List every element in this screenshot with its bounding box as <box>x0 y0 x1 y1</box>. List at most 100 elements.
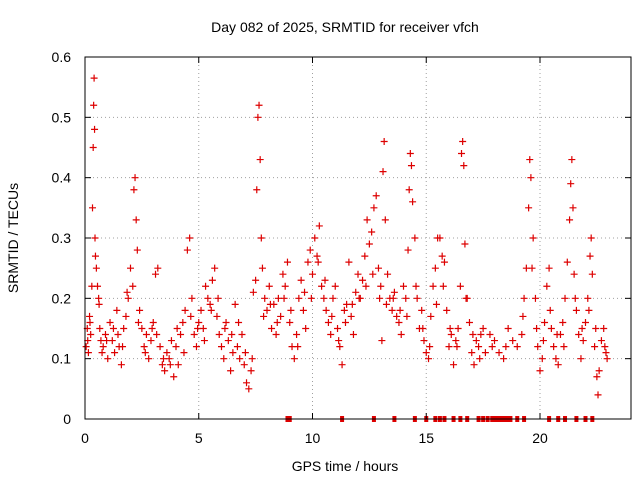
data-point <box>195 318 203 326</box>
data-point <box>427 312 435 320</box>
data-point <box>173 325 181 332</box>
data-point <box>336 343 344 351</box>
data-point <box>114 331 122 339</box>
data-point <box>520 294 528 302</box>
data-point <box>402 294 410 302</box>
data-point <box>248 355 256 363</box>
y-tick-label: 0.3 <box>52 230 72 246</box>
data-point <box>109 325 117 332</box>
data-point <box>440 258 448 266</box>
data-point <box>406 150 414 158</box>
data-point <box>600 325 608 332</box>
data-point <box>450 361 458 369</box>
y-tick-label: 0.4 <box>52 170 72 186</box>
data-point <box>133 246 141 254</box>
data-point <box>117 361 125 369</box>
data-point <box>140 343 148 351</box>
data-point <box>545 264 553 272</box>
data-point <box>368 228 376 236</box>
data-point <box>315 222 323 230</box>
data-point <box>86 318 94 326</box>
data-point <box>462 294 470 302</box>
y-axis-label: SRMTID / TECUs <box>5 183 21 293</box>
data-point <box>222 318 230 326</box>
data-point <box>536 367 544 375</box>
data-point <box>129 282 137 290</box>
data-point <box>92 264 100 272</box>
y-tick-label: 0.2 <box>52 290 72 306</box>
data-point <box>229 349 237 357</box>
data-point <box>338 361 346 369</box>
data-point <box>231 300 239 308</box>
data-point <box>119 343 127 351</box>
data-point <box>113 306 121 314</box>
data-point <box>509 337 517 345</box>
data-point <box>260 312 268 320</box>
data-point <box>382 300 390 308</box>
data-point <box>208 276 216 284</box>
data-point <box>348 300 356 308</box>
data-point <box>318 282 326 290</box>
data-point <box>152 270 160 278</box>
data-point <box>488 343 496 351</box>
data-point <box>591 343 599 351</box>
data-point <box>476 355 484 363</box>
data-point <box>166 361 174 369</box>
data-point <box>550 343 558 351</box>
data-point <box>211 264 219 272</box>
data-point <box>436 234 444 242</box>
data-point <box>397 331 405 339</box>
data-point <box>572 306 580 314</box>
data-point <box>602 349 610 357</box>
data-point <box>167 337 175 345</box>
data-point <box>554 361 562 369</box>
data-point <box>96 325 104 332</box>
data-point <box>389 294 397 302</box>
data-point <box>124 294 132 302</box>
data-point <box>249 288 257 296</box>
data-point <box>161 367 169 375</box>
data-point <box>290 355 298 363</box>
data-point <box>438 252 446 260</box>
data-point <box>453 343 461 351</box>
data-point <box>329 294 337 302</box>
data-point <box>379 168 387 176</box>
data-point <box>547 325 555 332</box>
data-point <box>582 318 589 326</box>
data-point <box>359 276 367 284</box>
data-point <box>553 331 561 339</box>
data-point <box>306 246 314 254</box>
x-tick-label: 10 <box>305 430 321 446</box>
data-point <box>355 294 363 302</box>
data-point <box>130 186 138 194</box>
data-point <box>460 162 468 170</box>
data-point <box>297 276 305 284</box>
data-point <box>567 180 575 188</box>
data-point <box>559 318 567 326</box>
data-point <box>539 337 547 345</box>
data-point <box>261 294 269 302</box>
data-point <box>571 294 579 302</box>
data-point <box>377 282 385 290</box>
data-point <box>390 288 398 296</box>
data-point <box>529 234 537 242</box>
data-point <box>404 246 412 254</box>
data-point <box>224 337 232 345</box>
data-point <box>280 294 288 302</box>
data-point <box>345 258 353 266</box>
data-point <box>235 318 243 326</box>
data-point <box>147 337 155 345</box>
data-point <box>552 355 560 363</box>
data-point <box>311 234 319 242</box>
data-point <box>106 318 114 326</box>
data-point <box>218 343 225 351</box>
data-point <box>98 349 106 357</box>
data-point <box>156 343 164 351</box>
data-point <box>568 156 576 164</box>
data-point <box>257 234 265 242</box>
data-point <box>378 337 386 345</box>
data-point <box>502 343 510 351</box>
data-point <box>138 325 146 332</box>
